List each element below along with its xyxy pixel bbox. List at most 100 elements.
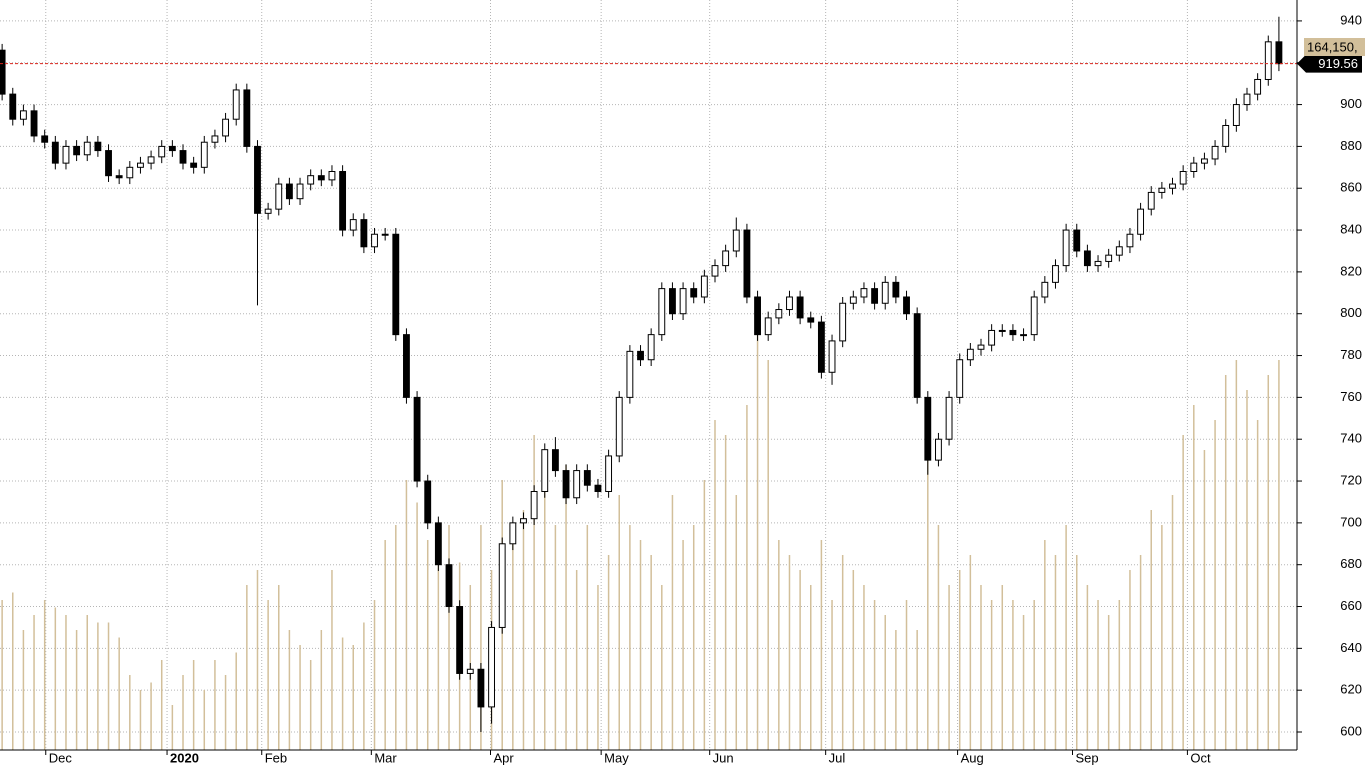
candle-body: [988, 329, 996, 346]
candle-body: [881, 281, 889, 304]
candle-body: [30, 110, 38, 137]
candle-body: [637, 350, 644, 361]
candle-body: [935, 438, 942, 461]
candle-body: [966, 348, 974, 361]
candle-body: [51, 141, 59, 164]
candle-body: [296, 183, 304, 200]
candle-body: [1179, 171, 1187, 185]
candle-body: [977, 344, 985, 350]
candle-body: [796, 296, 804, 319]
candle-body: [349, 219, 357, 231]
x-tick-label: Oct: [1190, 750, 1211, 765]
y-tick-label: 880: [1340, 138, 1362, 153]
y-tick-label: 840: [1340, 221, 1362, 236]
candle-body: [1158, 187, 1166, 193]
candle-body: [807, 317, 815, 323]
candle-body: [530, 490, 538, 520]
x-tick-label: Dec: [49, 750, 73, 765]
candle-body: [583, 470, 591, 486]
candle-body: [466, 668, 474, 674]
candle-body: [817, 321, 825, 373]
y-tick-label: 660: [1340, 598, 1362, 613]
y-tick-label: 780: [1340, 347, 1362, 362]
candle-body: [200, 141, 208, 168]
candle-layer: [0, 16, 1297, 733]
candle-body: [754, 296, 761, 336]
candle-body: [41, 135, 49, 143]
candle-body: [94, 141, 102, 152]
candle-body: [839, 302, 847, 342]
candle-body: [1094, 260, 1102, 267]
y-tick-label: 820: [1340, 263, 1362, 278]
candle-body: [105, 150, 112, 177]
candle-body: [594, 484, 602, 492]
candle-body: [19, 110, 27, 120]
candle-body: [1115, 246, 1123, 256]
candle-body: [541, 449, 549, 492]
y-tick-label: 600: [1340, 723, 1362, 738]
candle-body: [690, 288, 698, 298]
candle-body: [264, 208, 272, 214]
candle-body: [456, 606, 464, 674]
y-tick-label: 900: [1340, 96, 1362, 111]
y-tick-label: 940: [1340, 12, 1362, 27]
candle-body: [562, 470, 570, 499]
x-tick-label: Mar: [374, 750, 397, 765]
x-tick-label: Jul: [829, 750, 846, 765]
candle-body: [924, 396, 932, 461]
candle-body: [743, 229, 751, 298]
candle-body: [477, 668, 485, 708]
candle-body: [62, 145, 70, 164]
candle-body: [1041, 281, 1049, 298]
candle-body: [860, 288, 868, 298]
candle-body: [551, 449, 559, 472]
candle-body: [254, 145, 261, 214]
candle-body: [392, 233, 400, 336]
candle-body: [243, 89, 251, 147]
candle-body: [339, 171, 347, 231]
candle-body: [137, 162, 144, 168]
candle-body: [945, 396, 953, 440]
candle-body: [115, 175, 123, 179]
candle-body: [232, 89, 240, 120]
candle-body: [1222, 124, 1230, 147]
candle-body: [871, 288, 879, 304]
candle-body: [775, 309, 783, 319]
candle-body: [381, 233, 389, 236]
candle-body: [1211, 145, 1219, 160]
x-tick-label: Jun: [713, 750, 734, 765]
candle-body: [275, 183, 283, 210]
candle-body: [1073, 229, 1081, 252]
candle-body: [1275, 41, 1283, 65]
candle-body: [1169, 183, 1176, 189]
candle-body: [732, 229, 740, 252]
volume-flag: [1304, 38, 1365, 56]
candle-body: [1232, 104, 1240, 126]
candle-body: [285, 183, 293, 200]
candle-body: [445, 564, 453, 608]
candle-body: [371, 233, 378, 248]
candle-body: [679, 288, 687, 315]
candle-body: [520, 518, 527, 524]
y-tick-label: 680: [1340, 556, 1362, 571]
candle-body: [1254, 78, 1262, 95]
candle-body: [1137, 208, 1145, 235]
candle-body: [126, 166, 134, 179]
candle-body: [605, 455, 613, 492]
candle-body: [626, 350, 634, 398]
candle-body: [647, 334, 655, 361]
candle-body: [828, 340, 836, 373]
x-tick-label: 2020: [170, 750, 199, 765]
candle-body: [73, 145, 81, 156]
candle-body: [1147, 191, 1155, 210]
candle-body: [83, 141, 91, 156]
candle-body: [700, 275, 708, 298]
y-tick-label: 800: [1340, 305, 1362, 320]
candle-body: [786, 296, 793, 311]
candle-body: [1243, 93, 1251, 106]
candle-body: [913, 313, 921, 398]
candle-body: [307, 175, 315, 185]
candle-body: [424, 480, 432, 524]
y-tick-label: 860: [1340, 180, 1362, 195]
